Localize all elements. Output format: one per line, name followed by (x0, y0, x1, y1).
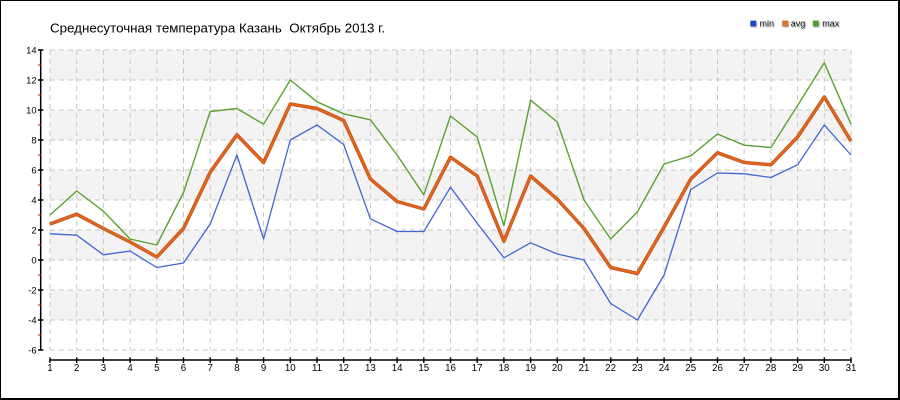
svg-text:2: 2 (31, 224, 36, 235)
svg-text:8: 8 (234, 363, 239, 374)
svg-text:min: min (760, 19, 775, 29)
svg-text:5: 5 (154, 363, 159, 374)
svg-text:-2: -2 (28, 284, 36, 295)
svg-text:15: 15 (418, 363, 429, 374)
svg-text:14: 14 (26, 44, 36, 55)
svg-text:17: 17 (472, 363, 483, 374)
svg-text:25: 25 (685, 363, 696, 374)
svg-text:avg: avg (791, 19, 806, 29)
svg-text:6: 6 (181, 363, 186, 374)
svg-text:16: 16 (445, 363, 456, 374)
svg-text:13: 13 (365, 363, 376, 374)
svg-text:26: 26 (712, 363, 723, 374)
svg-text:23: 23 (632, 363, 643, 374)
svg-text:22: 22 (605, 363, 616, 374)
svg-text:0: 0 (31, 254, 36, 265)
svg-text:14: 14 (392, 363, 403, 374)
svg-text:-4: -4 (28, 314, 36, 325)
svg-text:27: 27 (739, 363, 750, 374)
svg-text:2: 2 (74, 363, 79, 374)
svg-text:10: 10 (26, 104, 36, 115)
svg-text:21: 21 (579, 363, 590, 374)
svg-text:28: 28 (766, 363, 777, 374)
svg-text:30: 30 (819, 363, 830, 374)
svg-text:12: 12 (26, 74, 36, 85)
svg-text:6: 6 (31, 164, 36, 175)
svg-text:3: 3 (101, 363, 106, 374)
svg-text:18: 18 (499, 363, 510, 374)
svg-text:4: 4 (127, 363, 133, 374)
svg-text:4: 4 (31, 194, 36, 205)
svg-text:8: 8 (31, 134, 36, 145)
svg-text:10: 10 (285, 363, 296, 374)
svg-text:7: 7 (208, 363, 213, 374)
svg-text:19: 19 (525, 363, 536, 374)
svg-text:29: 29 (792, 363, 803, 374)
svg-text:1: 1 (47, 363, 52, 374)
svg-text:31: 31 (846, 363, 857, 374)
svg-text:11: 11 (312, 363, 322, 374)
svg-text:24: 24 (659, 363, 670, 374)
svg-text:-6: -6 (28, 344, 36, 355)
svg-text:9: 9 (261, 363, 266, 374)
svg-text:20: 20 (552, 363, 563, 374)
svg-text:12: 12 (338, 363, 349, 374)
svg-text:Среднесуточная температура Каз: Среднесуточная температура Казань Октябр… (50, 21, 385, 36)
svg-text:max: max (822, 19, 840, 29)
